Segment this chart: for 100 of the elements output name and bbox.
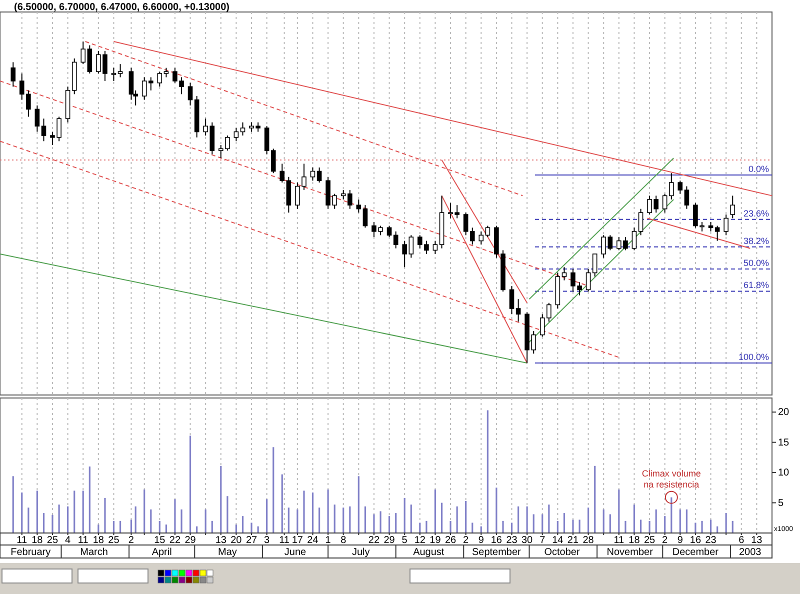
ref-line-label: 38.2% — [743, 236, 769, 246]
x2-tick-label: March — [80, 547, 108, 558]
candlestick — [188, 82, 193, 106]
x-tick-label: 11 — [614, 535, 625, 546]
y-tick-label: 5 — [778, 498, 784, 509]
x-tick-label: 16 — [490, 535, 502, 546]
x-tick-label: 9 — [677, 535, 684, 546]
x-tick-label: 2 — [128, 535, 134, 546]
x-tick-label: 25 — [644, 535, 656, 546]
x-tick-label: 12 — [414, 535, 426, 546]
x-tick-label: 14 — [552, 535, 564, 546]
x-tick-label: 24 — [307, 535, 319, 546]
x-tick-label: 4 — [65, 535, 72, 546]
x-tick-label: 18 — [32, 535, 44, 546]
candlestick — [708, 222, 714, 232]
x2-tick-label: May — [218, 547, 237, 558]
x-tick-label: 22 — [169, 535, 181, 546]
x-tick-label: 9 — [478, 535, 484, 546]
x2-tick-label: November — [606, 547, 654, 558]
candlestick — [157, 71, 162, 88]
x2-tick-label: February — [10, 547, 51, 558]
candlestick — [432, 240, 438, 254]
x-tick-label: 6 — [738, 535, 745, 546]
x-tick-label: 17 — [292, 535, 304, 546]
x2-tick-label: April — [152, 547, 172, 558]
candlestick — [41, 118, 46, 142]
x2-tick-label: September — [472, 547, 522, 558]
candlestick — [662, 193, 668, 214]
candlestick — [362, 204, 368, 228]
candlestick — [485, 225, 490, 238]
candlestick — [402, 240, 407, 268]
ref-line-label: 23.6% — [743, 208, 769, 218]
x-tick-label: 30 — [521, 535, 534, 546]
candlestick — [280, 163, 285, 184]
candlestick — [638, 208, 644, 236]
x-tick-label: 11 — [279, 535, 290, 546]
x-tick-label: 26 — [444, 535, 457, 546]
candlestick — [234, 128, 239, 142]
candlestick — [356, 198, 362, 214]
candlestick — [111, 67, 116, 82]
x2-tick-label: 2003 — [739, 547, 762, 558]
candlestick — [264, 126, 270, 155]
x-tick-label: 25 — [46, 535, 58, 546]
candlestick — [408, 234, 414, 258]
candlestick — [592, 253, 598, 278]
candlestick — [608, 234, 613, 251]
x-tick-label: 18 — [92, 535, 104, 546]
x-tick-label: 11 — [16, 535, 28, 546]
candlestick — [310, 166, 316, 182]
candlestick — [562, 266, 567, 281]
ref-line-label: 50.0% — [743, 258, 769, 268]
annotation: (6.50000, 6.70000, 6.47000, 6.60000, +0.13000) — [14, 2, 230, 13]
candlestick — [678, 180, 683, 194]
candlestick — [164, 67, 169, 78]
candlestick — [393, 230, 398, 249]
candlestick — [470, 227, 475, 246]
candlestick — [87, 44, 92, 74]
annotation: Climax volume na resistencia — [642, 468, 701, 490]
candlestick — [463, 212, 468, 236]
x-tick-label: 11 — [78, 535, 89, 546]
candlestick — [240, 122, 246, 136]
candlestick — [386, 225, 392, 238]
x-tick-label: 18 — [628, 535, 640, 546]
x2-tick-label: July — [352, 547, 370, 558]
x-tick-label: 1 — [325, 535, 332, 546]
ref-line-label: 61.8% — [743, 280, 769, 290]
candlestick — [148, 76, 154, 91]
candlestick — [80, 41, 86, 65]
x-tick-label: 3 — [264, 535, 270, 546]
candlestick — [632, 227, 637, 251]
candlestick — [142, 76, 147, 100]
candlestick — [586, 268, 591, 292]
x-tick-label: 25 — [108, 535, 120, 546]
ref-line-label: 0.0% — [748, 164, 769, 174]
candlestick — [669, 172, 674, 200]
candlestick — [601, 234, 606, 258]
x-tick-label: 15 — [154, 535, 166, 546]
candlestick — [118, 64, 123, 78]
x-tick-label: 23 — [506, 535, 518, 546]
x-tick-label: 8 — [340, 535, 347, 546]
candlestick — [730, 195, 736, 219]
candlestick — [10, 62, 16, 88]
candlestick — [509, 285, 514, 315]
x-tick-label: 23 — [705, 535, 717, 546]
x-tick-label: 19 — [430, 535, 442, 546]
x-tick-label: 13 — [215, 535, 227, 546]
candlestick — [516, 298, 521, 322]
x-tick-label: 2 — [463, 535, 470, 546]
candlestick — [316, 166, 322, 184]
y-tick-label: 15 — [778, 437, 790, 448]
x-tick-label: 5 — [402, 535, 408, 546]
candlestick — [724, 214, 728, 236]
x-tick-label: 28 — [582, 535, 594, 546]
x2-tick-label: August — [413, 547, 444, 558]
x2-tick-label: October — [544, 547, 581, 558]
x-tick-label: 20 — [230, 535, 242, 546]
candlestick — [270, 148, 276, 174]
x-tick-label: 7 — [540, 535, 546, 546]
y-tick-label: 10 — [778, 468, 790, 479]
x-tick-label: 29 — [384, 535, 396, 546]
